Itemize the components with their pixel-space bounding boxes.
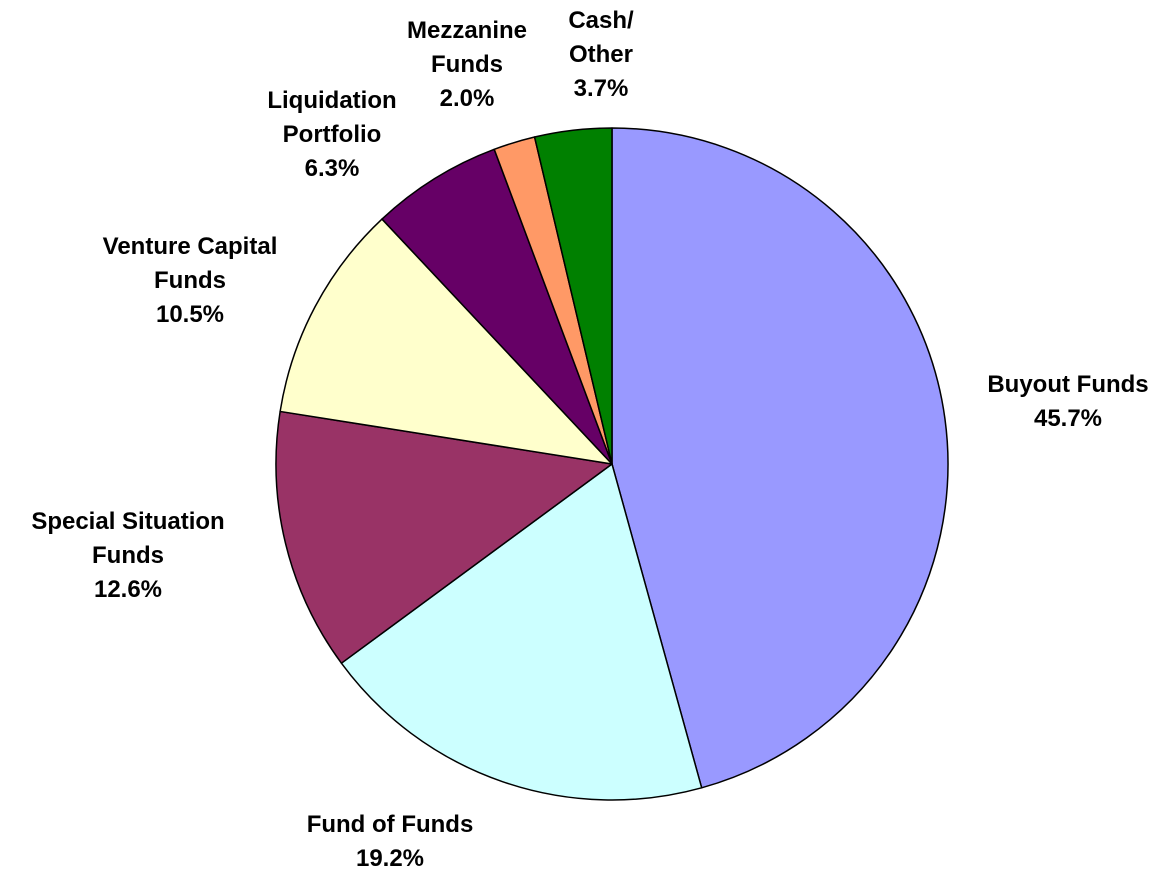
slice-label: Special Situation Funds 12.6% xyxy=(0,505,258,607)
value-label: 2.0% xyxy=(439,85,495,112)
value-label: 19.2% xyxy=(355,845,425,869)
category-label: Fund of Funds xyxy=(306,811,474,838)
value-label: 3.7% xyxy=(573,75,629,102)
value-label: 6.3% xyxy=(304,155,360,182)
pie-slice xyxy=(611,127,949,789)
category-label: Liquidation Portfolio xyxy=(267,87,397,148)
value-label: 10.5% xyxy=(155,301,225,328)
category-label: Buyout Funds xyxy=(987,371,1149,398)
slice-label: Cash/ Other 3.7% xyxy=(556,4,646,106)
slice-label: Fund of Funds 19.2% xyxy=(260,808,520,869)
slice-label: Mezzanine Funds 2.0% xyxy=(392,14,542,116)
slice-label: Liquidation Portfolio 6.3% xyxy=(242,84,422,186)
value-label: 45.7% xyxy=(1033,405,1103,432)
category-label: Venture Capital Funds xyxy=(102,233,278,294)
pie-slice xyxy=(340,463,703,801)
category-label: Cash/ Other xyxy=(568,7,634,68)
pie-slice xyxy=(381,148,613,465)
slice-label: Venture Capital Funds 10.5% xyxy=(70,230,310,332)
pie-slice xyxy=(533,127,613,465)
category-label: Special Situation Funds xyxy=(31,508,225,569)
pie-slice xyxy=(275,410,613,664)
slice-label: Buyout Funds 45.7% xyxy=(953,368,1169,436)
value-label: 12.6% xyxy=(93,576,163,603)
category-label: Mezzanine Funds xyxy=(406,17,528,78)
pie-slice xyxy=(279,218,613,465)
